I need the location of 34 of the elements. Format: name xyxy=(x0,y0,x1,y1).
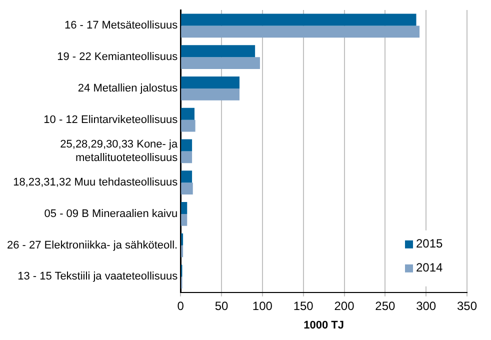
y-tick-label: 10 - 12 Elintarviketeollisuus xyxy=(44,114,178,126)
bar xyxy=(181,76,240,88)
legend-label: 2014 xyxy=(416,260,444,275)
bar xyxy=(181,120,196,132)
bar xyxy=(181,214,188,226)
bar xyxy=(181,88,240,100)
y-tick-label: 13 - 15 Tekstiili ja vaateteollisuus xyxy=(18,270,178,283)
bar xyxy=(181,108,194,120)
bar xyxy=(181,170,192,183)
y-tick-label: 19 - 22 Kemianteollisuus xyxy=(57,51,178,64)
x-axis-title: 1000 TJ xyxy=(304,319,344,332)
x-tick-label: 0 xyxy=(177,298,184,313)
bar xyxy=(181,45,256,58)
bar xyxy=(181,182,193,194)
bar xyxy=(181,151,192,164)
y-tick-label: 16 - 17 Metsäteollisuus xyxy=(64,20,178,32)
bar xyxy=(181,139,192,152)
y-tick-label: 05 - 09 B Mineraalien kaivu xyxy=(44,208,178,220)
x-tick-label: 50 xyxy=(214,298,228,313)
bar xyxy=(181,202,188,214)
legend-label: 2015 xyxy=(416,236,444,251)
x-tick-label: 350 xyxy=(456,298,478,313)
x-tick-label: 300 xyxy=(416,298,436,313)
y-tick-label: 18,23,31,32 Muu tehdasteollisuus xyxy=(13,176,178,189)
bar xyxy=(181,26,420,38)
y-tick-label: 26 - 27 Elektroniikka- ja sähköteoll. xyxy=(6,239,178,252)
bar xyxy=(181,57,260,69)
bar xyxy=(181,14,416,26)
x-tick-label: 150 xyxy=(293,298,314,313)
x-tick-label: 250 xyxy=(375,298,396,313)
y-tick-label: 24 Metallien jalostus xyxy=(78,82,178,94)
x-tick-label: 100 xyxy=(252,298,273,313)
x-tick-label: 200 xyxy=(334,298,355,313)
y-tick-label: 25,28,29,30,33 Kone- ja metallituoteteollisuus xyxy=(60,138,178,164)
